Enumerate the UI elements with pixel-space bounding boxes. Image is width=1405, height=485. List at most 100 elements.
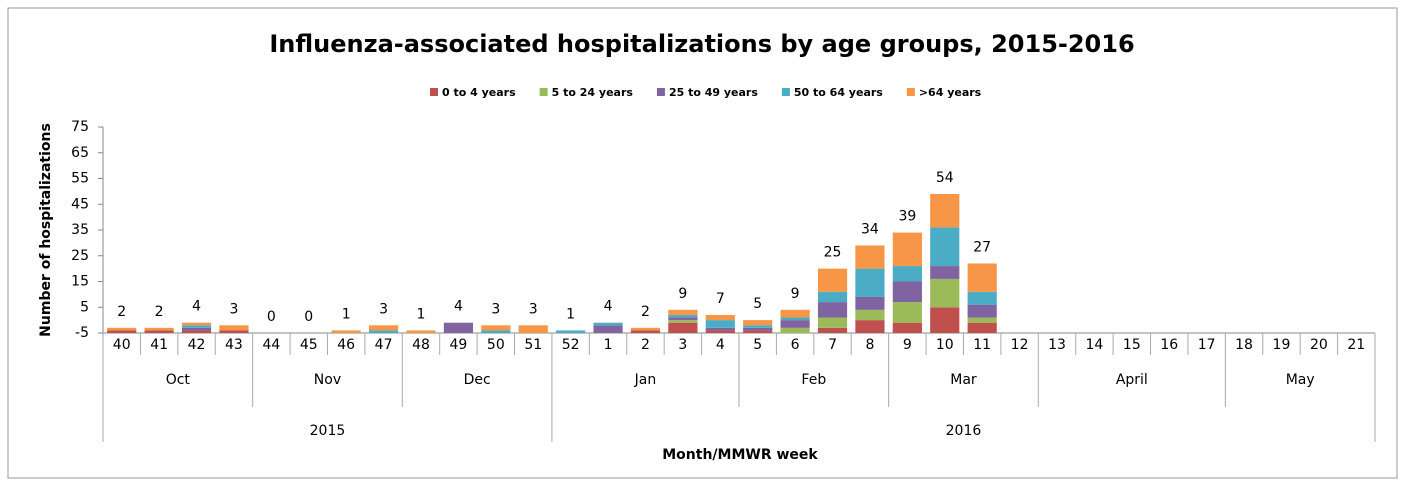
bar-segment <box>219 330 249 333</box>
bar-segment <box>967 263 997 292</box>
months-label: May <box>1286 372 1315 388</box>
bar-segment <box>855 309 885 321</box>
x-tick-label: 21 <box>1347 337 1365 353</box>
total-label: 1 <box>566 306 575 322</box>
total-label: 25 <box>824 245 842 261</box>
x-tick-label: 46 <box>337 337 355 353</box>
years-label: 2016 <box>946 423 982 439</box>
x-tick-label: 9 <box>903 337 912 353</box>
bar-segment <box>967 322 997 333</box>
x-tick-label: 50 <box>487 337 505 353</box>
bar-segment <box>518 325 548 333</box>
total-label: 9 <box>791 286 800 302</box>
bar-segment <box>705 320 735 328</box>
x-tick-label: 3 <box>678 337 687 353</box>
total-label: 0 <box>267 309 276 325</box>
y-tick-label: 75 <box>71 119 89 135</box>
total-label: 1 <box>417 306 426 322</box>
x-tick-label: 8 <box>865 337 874 353</box>
y-tick-label: 65 <box>71 145 89 161</box>
chart-title: Influenza-associated hospitalizations by… <box>269 30 1134 58</box>
bar-segment <box>331 330 361 333</box>
bar-segment <box>892 302 922 323</box>
bar-segment <box>481 325 511 331</box>
bar-segment <box>892 322 922 333</box>
bar-segment <box>630 330 661 333</box>
bar-segment <box>481 330 511 333</box>
x-tick-label: 40 <box>113 337 131 353</box>
bar-segment <box>780 317 810 321</box>
total-label: 39 <box>898 209 916 225</box>
bar-segment <box>743 325 773 328</box>
total-label: 5 <box>753 296 762 312</box>
bar-segment <box>855 245 885 269</box>
bar-segment <box>892 281 922 303</box>
x-tick-label: 10 <box>936 337 954 353</box>
total-label: 4 <box>454 299 463 315</box>
total-label: 9 <box>678 286 687 302</box>
y-tick-label: 25 <box>71 248 89 264</box>
bar-segment <box>930 227 960 267</box>
bar-segment <box>817 302 848 318</box>
bar-segment <box>556 330 586 333</box>
bar-segment <box>668 322 698 333</box>
bar-segment <box>181 325 212 328</box>
bar-segment <box>967 291 997 305</box>
bar-segment <box>668 309 698 315</box>
bar-segment <box>705 314 735 321</box>
bar-segment <box>107 327 137 331</box>
bar-segment <box>630 327 661 331</box>
bar-segment <box>743 327 773 331</box>
months-label: Jan <box>634 372 657 388</box>
bar-segment <box>668 314 698 318</box>
x-tick-label: 13 <box>1048 337 1066 353</box>
total-label: 2 <box>155 304 164 320</box>
bar-segment <box>780 327 810 333</box>
x-tick-label: 20 <box>1310 337 1328 353</box>
bar-segment <box>967 304 997 318</box>
y-tick-label: 45 <box>71 196 89 212</box>
x-tick-label: 17 <box>1198 337 1216 353</box>
y-tick-label: 15 <box>71 274 89 290</box>
bar-segment <box>967 317 997 323</box>
bar-segment <box>743 330 773 333</box>
bar-segment <box>817 268 848 292</box>
bar-segment <box>181 327 212 331</box>
bar-segment <box>144 327 174 331</box>
total-label: 54 <box>936 170 954 186</box>
bar-segment <box>743 320 773 326</box>
months-label: Nov <box>314 372 341 388</box>
y-tick-label: -5 <box>75 325 89 341</box>
x-tick-label: 51 <box>524 337 542 353</box>
months-label: Oct <box>166 372 191 388</box>
x-tick-label: 14 <box>1085 337 1103 353</box>
x-tick-label: 44 <box>262 337 280 353</box>
bar-segment <box>930 278 960 308</box>
x-axis-title: Month/MMWR week <box>662 447 818 463</box>
total-label: 3 <box>379 301 388 317</box>
x-tick-label: 1 <box>604 337 613 353</box>
bar-segment <box>780 309 810 318</box>
x-tick-label: 45 <box>300 337 318 353</box>
x-tick-label: 18 <box>1235 337 1253 353</box>
chart-border <box>7 7 1398 479</box>
months-label: April <box>1116 372 1148 388</box>
legend-swatch <box>539 88 548 96</box>
total-label: 3 <box>529 301 538 317</box>
bar-segment <box>668 320 698 323</box>
x-tick-label: 16 <box>1160 337 1178 353</box>
bar-segment <box>780 320 810 328</box>
y-tick-label: 55 <box>71 171 89 187</box>
x-tick-label: 19 <box>1273 337 1291 353</box>
bar-segment <box>705 327 735 331</box>
total-label: 3 <box>491 301 500 317</box>
bar-segment <box>817 291 848 303</box>
total-label: 2 <box>117 304 126 320</box>
bar-segment <box>855 320 885 333</box>
bar-segment <box>593 322 623 326</box>
total-label: 7 <box>716 291 725 307</box>
months-label: Feb <box>801 372 826 388</box>
total-label: 4 <box>604 299 613 315</box>
total-label: 34 <box>861 221 879 237</box>
x-tick-label: 12 <box>1011 337 1029 353</box>
